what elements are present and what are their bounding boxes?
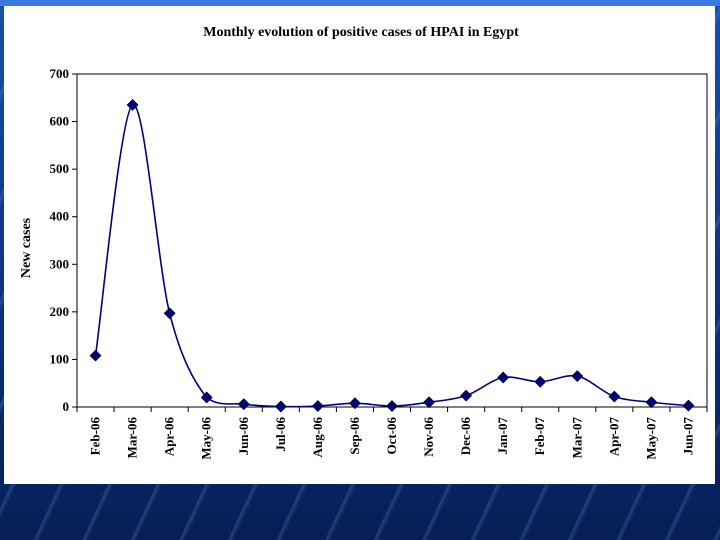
x-tick-label: Dec-06 [458, 417, 473, 456]
x-axis: Feb-06 Mar-06 Apr-06 May-06 Jun-06 Jul-06 Aug-… [76, 407, 708, 460]
y-tick-label: 400 [50, 209, 70, 224]
data-point [460, 389, 473, 402]
data-point [497, 371, 510, 384]
plot-frame [76, 73, 708, 408]
data-point [126, 98, 139, 111]
chart-panel: Monthly evolution of positive cases of H… [4, 6, 715, 484]
data-point [200, 391, 213, 404]
y-axis-title: New cases [19, 217, 34, 278]
data-point [386, 400, 398, 412]
data-point [274, 400, 287, 413]
line-chart: Monthly evolution of positive cases of H… [19, 25, 708, 460]
data-point [89, 349, 102, 362]
data-point [645, 396, 658, 409]
y-tick-label: 300 [50, 256, 70, 271]
y-tick-label: 100 [50, 351, 70, 366]
chart-title: Monthly evolution of positive cases of H… [203, 25, 519, 40]
y-tick-label: 600 [50, 114, 70, 129]
data-point [163, 307, 176, 320]
x-tick-label: Apr-06 [162, 417, 177, 457]
y-tick-label: 700 [50, 66, 70, 81]
y-tick-label: 200 [50, 304, 70, 319]
x-tick-label: Sep-06 [347, 417, 362, 455]
series-markers [89, 98, 695, 413]
data-point [608, 390, 621, 403]
x-tick-label: Feb-06 [88, 417, 103, 456]
data-point [349, 397, 361, 410]
x-tick-label: Jul-06 [273, 417, 288, 452]
data-point [237, 398, 250, 411]
x-tick-label: Jun-06 [236, 417, 251, 456]
series-line [94, 104, 689, 408]
x-tick-label: Jun-07 [680, 417, 695, 456]
y-axis: 0 100 200 300 400 500 600 700 [50, 66, 77, 414]
x-tick-label: Aug-06 [310, 417, 325, 458]
x-tick-label: Mar-06 [125, 417, 140, 459]
data-point [571, 370, 584, 383]
y-tick-label: 500 [50, 161, 70, 176]
x-tick-label: May-07 [643, 417, 658, 460]
data-point [311, 400, 324, 412]
data-point [682, 399, 695, 412]
data-point [423, 396, 435, 409]
x-tick-label: Jan-07 [495, 417, 510, 455]
data-point [534, 375, 547, 388]
x-tick-label: Oct-06 [384, 417, 399, 455]
x-tick-label: Mar-07 [569, 417, 584, 459]
x-tick-label: May-06 [199, 417, 214, 460]
x-tick-label: Feb-07 [532, 417, 547, 456]
slide-top-bar [0, 0, 720, 6]
y-tick-label: 0 [63, 399, 70, 414]
x-tick-label: Nov-06 [421, 417, 436, 457]
x-tick-label: Apr-07 [606, 417, 621, 457]
